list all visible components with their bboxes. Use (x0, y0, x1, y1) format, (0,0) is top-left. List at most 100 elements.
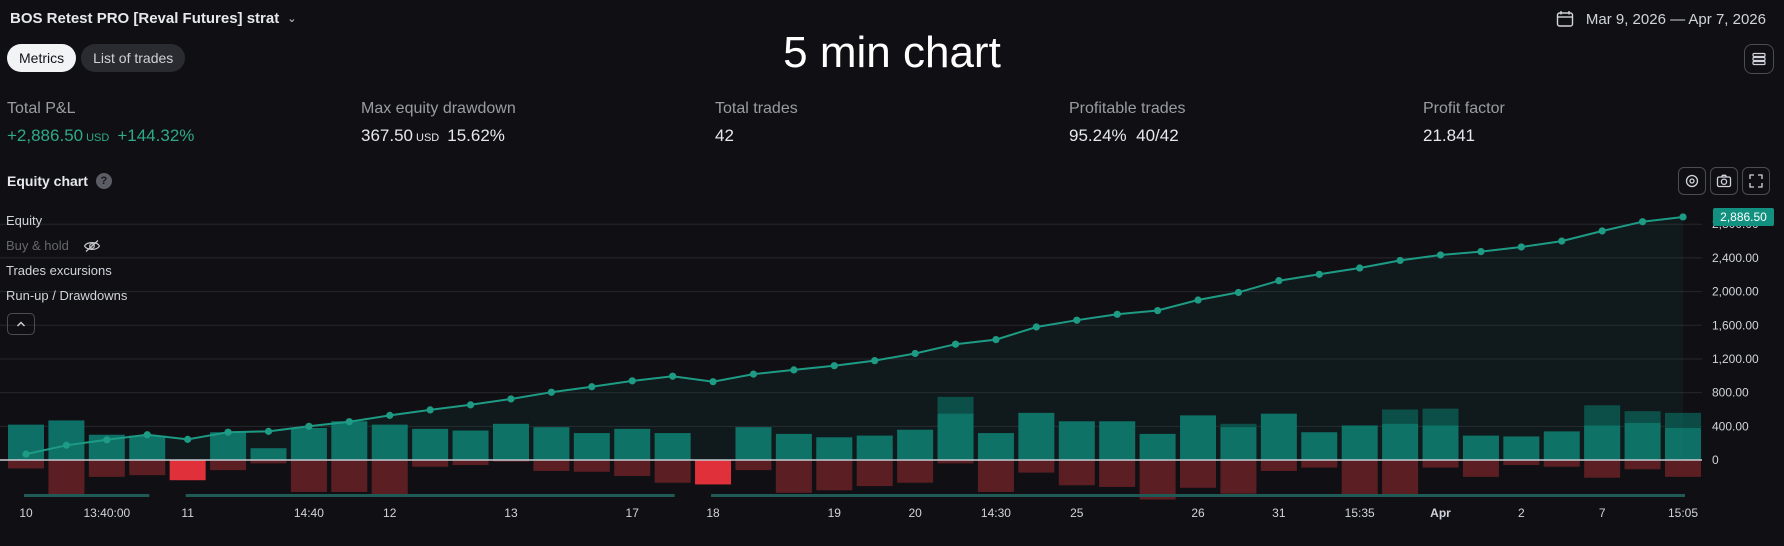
runup-bar (412, 428, 449, 460)
runup-bar (1220, 427, 1257, 460)
equity-point (911, 349, 919, 358)
drawdown-bar (1422, 460, 1459, 468)
max-drawdown-pct: 15.62% (447, 126, 505, 145)
equity-chart[interactable]: 0 400.00 800.00 1,200.00 1,600.00 2,000.00 2,4… (0, 190, 1784, 530)
equity-chart-title: Equity chart (7, 173, 88, 189)
drawdown-bar (816, 460, 853, 491)
runup-bar (1180, 415, 1217, 460)
total-pnl-value: +2,886.50 (7, 126, 84, 145)
drawdown-bar (1220, 460, 1257, 494)
snapshot-button[interactable] (1710, 167, 1738, 195)
tab-list-of-trades[interactable]: List of trades (81, 44, 186, 72)
x-tick-label: 25 (1070, 506, 1084, 520)
runup-bar (1624, 422, 1661, 460)
drawdown-bar (1341, 460, 1378, 495)
total-pnl-pct: +144.32% (117, 126, 195, 145)
equity-point (103, 436, 111, 444)
x-tick-label: 18 (706, 506, 720, 520)
equity-point (184, 435, 192, 443)
runup-bar (1543, 431, 1580, 460)
equity-point (1356, 264, 1364, 272)
metric-value: 367.50 USD 15.62% (361, 126, 516, 146)
y-axis: 0 400.00 800.00 1,200.00 1,600.00 2,000.00 2,4… (1712, 217, 1759, 467)
chart-settings-button[interactable] (1678, 167, 1706, 195)
drawdown-bar (1180, 460, 1217, 488)
chart-title: 5 min chart (783, 28, 1001, 77)
equity-point (951, 340, 960, 348)
metric-label: Profitable trades (1069, 100, 1186, 117)
runup-bar (816, 437, 853, 460)
runup-bar (1260, 413, 1297, 460)
drawdown-bar (1382, 460, 1419, 498)
legend-trades-excursions[interactable]: Trades excursions (6, 263, 112, 278)
runup-bar (654, 433, 691, 460)
legend-collapse-button[interactable] (7, 313, 35, 335)
equity-point (749, 370, 758, 378)
runup-bar (492, 423, 529, 460)
x-tick-label: Apr (1430, 506, 1451, 520)
equity-point (1396, 256, 1404, 265)
equity-point (507, 395, 515, 403)
equity-point (1477, 248, 1485, 256)
drawdown-bar (1462, 460, 1499, 477)
drawdown-bar (775, 460, 812, 493)
runup-bar (775, 433, 812, 460)
runup-bar (1382, 423, 1419, 460)
metric-profitable-trades: Profitable trades 95.24% 40/42 (1069, 100, 1186, 146)
view-tabs: Metrics List of trades (7, 44, 186, 72)
legend-runup-drawdowns[interactable]: Run-up / Drawdowns (6, 288, 128, 303)
drawdown-bar (1543, 460, 1580, 467)
tab-metrics[interactable]: Metrics (7, 44, 77, 72)
equity-point (426, 406, 434, 414)
runup-bar (1301, 432, 1338, 460)
strategy-name: BOS Retest PRO [Reval Futures] strat (10, 10, 280, 27)
runup-bar (250, 448, 287, 460)
last-value-tag: 2,886.50 (1713, 208, 1774, 226)
runup-bar (1503, 436, 1540, 460)
equity-point (264, 427, 273, 435)
equity-point (669, 372, 677, 380)
question-icon[interactable]: ? (95, 173, 112, 189)
equity-point (224, 428, 232, 436)
legend-equity[interactable]: Equity (6, 213, 43, 228)
runup-bar (735, 427, 772, 460)
runup-bar (129, 435, 166, 460)
drawdown-bar (48, 460, 85, 498)
drawdown-bar (452, 460, 489, 466)
x-tick-label: 7 (1599, 506, 1606, 520)
drawdown-bar (129, 460, 166, 476)
x-tick-label: 15:35 (1345, 506, 1375, 520)
fullscreen-button[interactable] (1742, 167, 1770, 195)
total-pnl-unit: USD (86, 132, 110, 144)
runup-bar (48, 420, 85, 460)
y-tick-label: 800.00 (1712, 386, 1749, 400)
drawdown-bar (331, 460, 368, 492)
x-tick-label: 14:30 (981, 506, 1011, 520)
legend-buy-and-hold-label: Buy & hold (6, 238, 69, 253)
runup-bar (573, 433, 610, 460)
x-tick-label: 17 (626, 506, 640, 520)
strategy-selector[interactable]: BOS Retest PRO [Reval Futures] strat ⌄ (10, 10, 296, 27)
layout-menu-button[interactable] (1744, 44, 1774, 74)
drawdown-bar (614, 460, 651, 476)
equity-point (466, 401, 475, 409)
runup-bar (1665, 428, 1701, 460)
runup-bar (856, 435, 893, 460)
equity-point (1113, 310, 1121, 318)
runup-bar (452, 430, 489, 460)
runup-bar (1462, 435, 1499, 460)
drawdown-bar (977, 460, 1014, 492)
expand-icon (1749, 174, 1763, 188)
legend-buy-and-hold[interactable]: Buy & hold (6, 238, 101, 253)
settings-icon (1685, 174, 1699, 188)
eye-off-icon[interactable] (83, 239, 101, 253)
drawdown-bar (1301, 460, 1338, 468)
equity-point (709, 378, 717, 386)
date-range-text: Mar 9, 2026 — Apr 7, 2026 (1585, 10, 1766, 28)
date-range-picker[interactable]: Mar 9, 2026 — Apr 7, 2026 (1556, 10, 1766, 28)
equity-points (22, 213, 1687, 458)
equity-point (386, 411, 394, 419)
trade-span-bar (711, 494, 1685, 497)
drawdown-bar (210, 460, 247, 471)
drawdown-bar (856, 460, 893, 487)
